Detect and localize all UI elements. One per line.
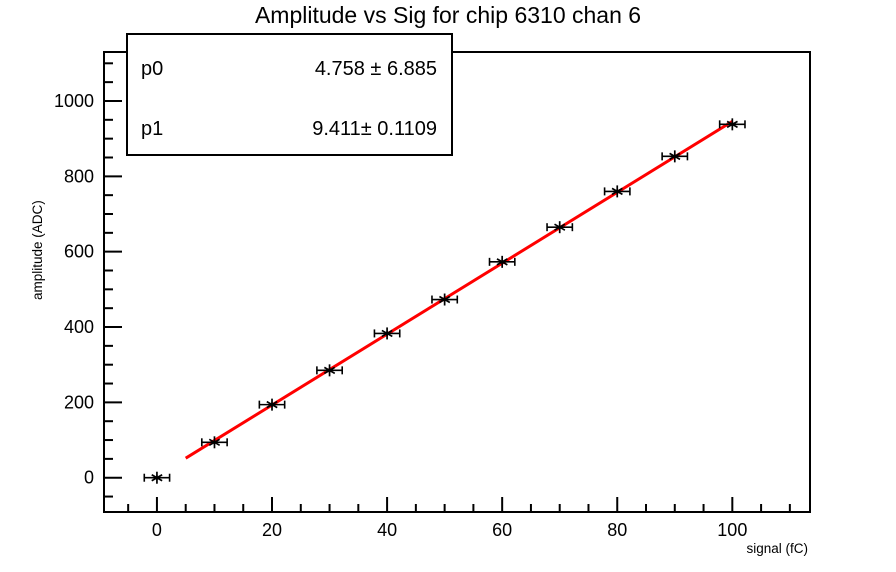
page-title: Amplitude vs Sig for chip 6310 chan 6 xyxy=(254,2,642,28)
data-point xyxy=(316,364,344,377)
x-tick-label: 60 xyxy=(492,520,512,540)
data-point xyxy=(258,398,286,411)
data-point xyxy=(201,436,228,449)
x-tick-label: 100 xyxy=(717,520,747,540)
axis-frame xyxy=(103,51,811,513)
y-tick-label: 600 xyxy=(64,242,94,262)
data-points xyxy=(143,118,746,484)
y-tick-label: 400 xyxy=(64,317,94,337)
x-axis-tick-labels: 0 20 40 60 80 100 xyxy=(152,520,747,540)
stats-box: p0 4.758 ± 6.885 p1 9.411± 0.1109 xyxy=(126,33,453,156)
x-axis-title: signal (fC) xyxy=(746,541,808,556)
x-axis-ticks xyxy=(127,497,791,512)
y-tick-label: 0 xyxy=(84,468,94,488)
x-tick-label: 0 xyxy=(152,520,162,540)
stats-row-value-1: 9.411± 0.1109 xyxy=(312,118,437,140)
data-point xyxy=(373,327,401,340)
data-point xyxy=(603,185,631,198)
data-point xyxy=(718,118,746,131)
stats-row-name-0: p0 xyxy=(141,58,163,80)
y-tick-label: 200 xyxy=(64,392,94,412)
y-tick-label: 1000 xyxy=(54,91,94,111)
y-axis-ticks xyxy=(104,62,122,498)
data-point xyxy=(546,221,574,234)
plot-frame xyxy=(103,51,811,513)
y-axis-title: amplitude (ADC) xyxy=(30,200,45,300)
data-point xyxy=(661,150,689,163)
data-point xyxy=(488,255,516,268)
stats-row-name-1: p1 xyxy=(141,118,163,140)
x-tick-label: 20 xyxy=(262,520,282,540)
x-tick-label: 40 xyxy=(377,520,397,540)
data-point xyxy=(431,293,459,306)
stats-row-value-0: 4.758 ± 6.885 xyxy=(315,58,437,80)
y-tick-label: 800 xyxy=(64,166,94,186)
stats-box-border xyxy=(126,33,453,156)
y-axis-tick-labels: 0 200 400 600 800 1000 xyxy=(54,91,94,488)
data-point xyxy=(143,471,171,484)
x-tick-label: 80 xyxy=(607,520,627,540)
